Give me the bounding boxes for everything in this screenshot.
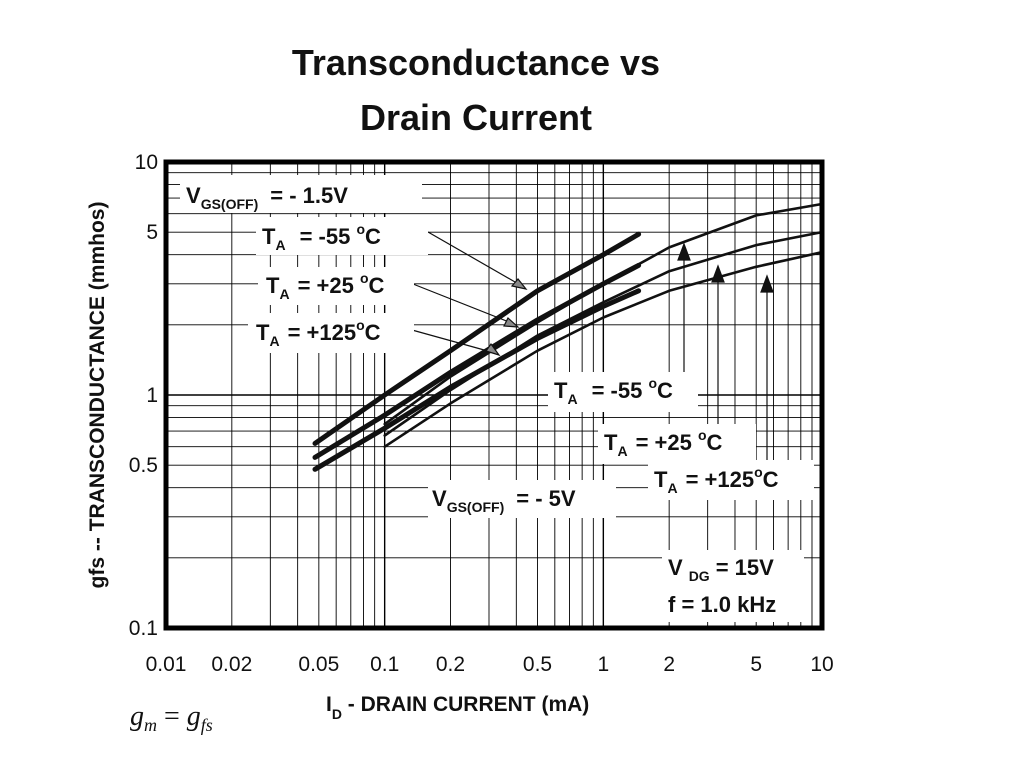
x-tick-label: 0.1 bbox=[370, 653, 399, 676]
ta-plus25-lower-label: TA = +25 oC bbox=[604, 427, 723, 459]
leader-line-ta25-upper bbox=[412, 283, 515, 325]
y-axis-label: gfs -- TRANSCONDUCTANCE (mmhos) bbox=[86, 202, 109, 589]
vgs-off-5v-label: VGS(OFF) = - 5V bbox=[432, 486, 576, 515]
x-tick-label: 0.2 bbox=[436, 653, 465, 676]
ta-plus125-lower-label: TA = +125oC bbox=[654, 464, 779, 496]
x-tick-label: 5 bbox=[750, 653, 762, 676]
label-bg bbox=[256, 217, 428, 255]
label-bg bbox=[248, 313, 414, 353]
ta-plus125-upper-label: TA = +125oC bbox=[256, 317, 381, 349]
series-line bbox=[312, 231, 642, 446]
series-line bbox=[383, 230, 824, 437]
leader-lines bbox=[411, 231, 774, 460]
chart-title-line-1: Transconductance vs bbox=[292, 42, 660, 83]
series-line bbox=[383, 202, 824, 426]
x-tick-label: 2 bbox=[663, 653, 675, 676]
arrowhead bbox=[485, 342, 501, 357]
y-tick-label: 0.1 bbox=[129, 617, 158, 640]
ta-minus55-upper-label: TA = -55 oC bbox=[262, 221, 381, 253]
x-tick-label: 0.01 bbox=[146, 653, 187, 676]
series-line bbox=[383, 250, 824, 449]
arrowhead bbox=[503, 317, 520, 328]
label-bg bbox=[180, 175, 422, 213]
vdg-condition-label: V DG = 15V bbox=[668, 555, 774, 584]
x-tick-label: 1 bbox=[597, 653, 609, 676]
ta-minus55-lower-label: TA = -55 oC bbox=[554, 375, 673, 407]
y-tick-label: 0.5 bbox=[129, 454, 158, 477]
label-bg bbox=[662, 550, 804, 622]
data-curves bbox=[312, 202, 824, 472]
arrowhead bbox=[677, 242, 691, 261]
arrowhead bbox=[760, 274, 774, 293]
x-tick-label: 10 bbox=[810, 653, 833, 676]
label-bg bbox=[428, 480, 616, 518]
frequency-condition-label: f = 1.0 kHz bbox=[668, 592, 776, 617]
x-axis-label: ID - DRAIN CURRENT (mA) bbox=[326, 693, 589, 722]
label-bg bbox=[258, 267, 414, 305]
tick-labels: 0.01 0.02 0.05 0.1 0.2 0.5 1 2 5 10 0.1 0.5 1 5 10 bbox=[129, 151, 834, 676]
x-tick-label: 0.02 bbox=[211, 653, 252, 676]
arrowhead bbox=[711, 264, 725, 283]
gm-equals-gfs-formula: gm = gfs bbox=[130, 701, 213, 735]
vgs-off-1-5v-label: VGS(OFF) = - 1.5V bbox=[186, 183, 348, 212]
ta-plus25-upper-label: TA = +25 oC bbox=[266, 270, 385, 302]
label-bg bbox=[548, 372, 698, 412]
y-tick-label: 10 bbox=[135, 151, 158, 174]
arrowhead bbox=[510, 278, 528, 290]
x-tick-label: 0.5 bbox=[523, 653, 552, 676]
y-tick-label: 5 bbox=[146, 221, 158, 244]
leader-line-ta125-upper bbox=[411, 329, 496, 354]
plot-frame bbox=[163, 159, 825, 631]
chart-title-line-2: Drain Current bbox=[360, 97, 592, 138]
leader-line-ta-55-upper bbox=[427, 231, 523, 287]
label-bg bbox=[648, 460, 814, 500]
y-tick-label: 1 bbox=[146, 384, 158, 407]
label-bg bbox=[598, 424, 756, 464]
x-tick-label: 0.05 bbox=[298, 653, 339, 676]
